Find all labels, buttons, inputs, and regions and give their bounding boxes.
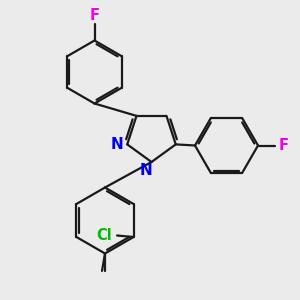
Text: F: F [278, 138, 289, 153]
Text: F: F [89, 8, 100, 23]
Text: N: N [110, 137, 123, 152]
Text: Cl: Cl [97, 228, 112, 243]
Text: N: N [140, 164, 152, 178]
